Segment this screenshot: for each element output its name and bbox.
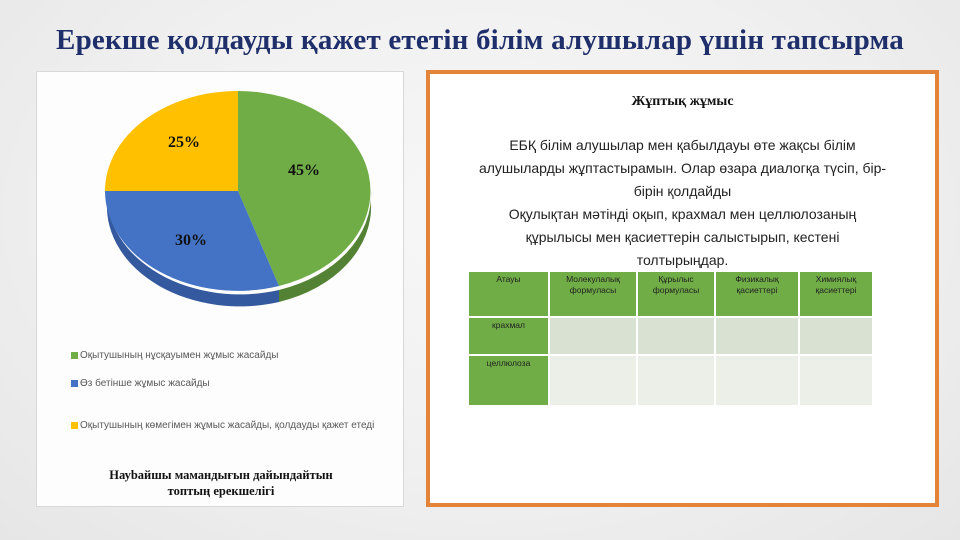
task-description: ЕБҚ білім алушылар мен қабылдауы өте жақ… (436, 134, 929, 272)
header-molecular-formula: Молекулалық формуласы (550, 272, 636, 316)
pie-slice-yellow (105, 91, 238, 191)
legend-item-green: Оқытушының нұсқауымен жұмыс жасайды (71, 350, 391, 362)
header-text: формуласы (569, 285, 617, 295)
task-line: ЕБҚ білім алушылар мен қабылдауы өте жақ… (509, 137, 856, 153)
header-text: Физикалық (735, 274, 779, 284)
header-text: қасиеттері (815, 285, 857, 295)
chart-caption: Науbайшы мамандығын дайындайтын топтың е… (37, 467, 405, 499)
row-label-starch: крахмал (469, 318, 548, 354)
table-cell[interactable] (638, 318, 714, 354)
table-row: крахмал (469, 318, 872, 354)
pie-depth (106, 191, 372, 307)
header-physical-properties: Физикалық қасиеттері (716, 272, 798, 316)
table-cell[interactable] (716, 356, 798, 405)
pie-label-yellow: 25% (168, 134, 200, 151)
table-header-row: Атауы Молекулалық формуласы Құрылыс форм… (469, 272, 872, 316)
task-heading: Жұптық жұмыс (631, 94, 734, 109)
pie-slice-green (238, 91, 371, 286)
pie-chart-panel: 45% 30% 25% Оқытушының нұсқауымен жұмыс … (36, 71, 404, 507)
task-line: толтырыңдар. (636, 252, 729, 268)
comparison-table: Атауы Молекулалық формуласы Құрылыс форм… (467, 270, 874, 407)
header-text: Химиялық (815, 274, 857, 284)
header-text: Құрылыс (658, 274, 694, 284)
table-cell[interactable] (800, 318, 872, 354)
legend-swatch-green (71, 352, 78, 359)
pair-work-panel: Жұптық жұмыс ЕБҚ білім алушылар мен қабы… (426, 70, 939, 507)
legend-label: Оқытушының көмегімен жұмыс жасайды, қолд… (80, 420, 375, 431)
task-line: алушыларды жұптастырамын. Олар өзара диа… (478, 160, 887, 176)
task-line: құрылысы мен қасиеттерін салыстырып, кес… (525, 229, 840, 245)
table-row: целлюлоза (469, 356, 872, 405)
table-cell[interactable] (550, 356, 636, 405)
task-line: Оқулықтан мәтінді оқып, крахмал мен целл… (508, 206, 857, 222)
legend-label: Оқытушының нұсқауымен жұмыс жасайды (80, 350, 279, 361)
task-line: бірін қолдайды (633, 183, 732, 199)
chart-caption-line-1: Науbайшы мамандығын дайындайтын (109, 468, 333, 482)
pie-label-green: 45% (288, 162, 320, 179)
legend-swatch-blue (71, 380, 78, 387)
header-chemical-properties: Химиялық қасиеттері (800, 272, 872, 316)
row-label-cellulose: целлюлоза (469, 356, 548, 405)
table-cell[interactable] (800, 356, 872, 405)
header-text: Молекулалық (566, 274, 620, 284)
header-text: формуласы (652, 285, 700, 295)
table-cell[interactable] (638, 356, 714, 405)
legend-item-blue: Өз бетінше жұмыс жасайды (71, 378, 391, 390)
pie-chart (105, 91, 372, 307)
header-name: Атауы (469, 272, 548, 316)
legend-item-yellow: Оқытушының көмегімен жұмыс жасайды, қолд… (71, 420, 391, 432)
header-structural-formula: Құрылыс формуласы (638, 272, 714, 316)
pie-label-blue: 30% (175, 232, 207, 249)
legend-label: Өз бетінше жұмыс жасайды (80, 378, 210, 389)
pie-slice-blue (105, 191, 279, 291)
table-cell[interactable] (716, 318, 798, 354)
header-text: Атауы (496, 274, 521, 284)
header-text: қасиеттері (736, 285, 778, 295)
chart-caption-line-2: топтың ерекшелігі (167, 484, 275, 498)
slide-title: Ерекше қолдауды қажет ететін білім алушы… (56, 24, 904, 56)
legend-swatch-yellow (71, 422, 78, 429)
table-cell[interactable] (550, 318, 636, 354)
